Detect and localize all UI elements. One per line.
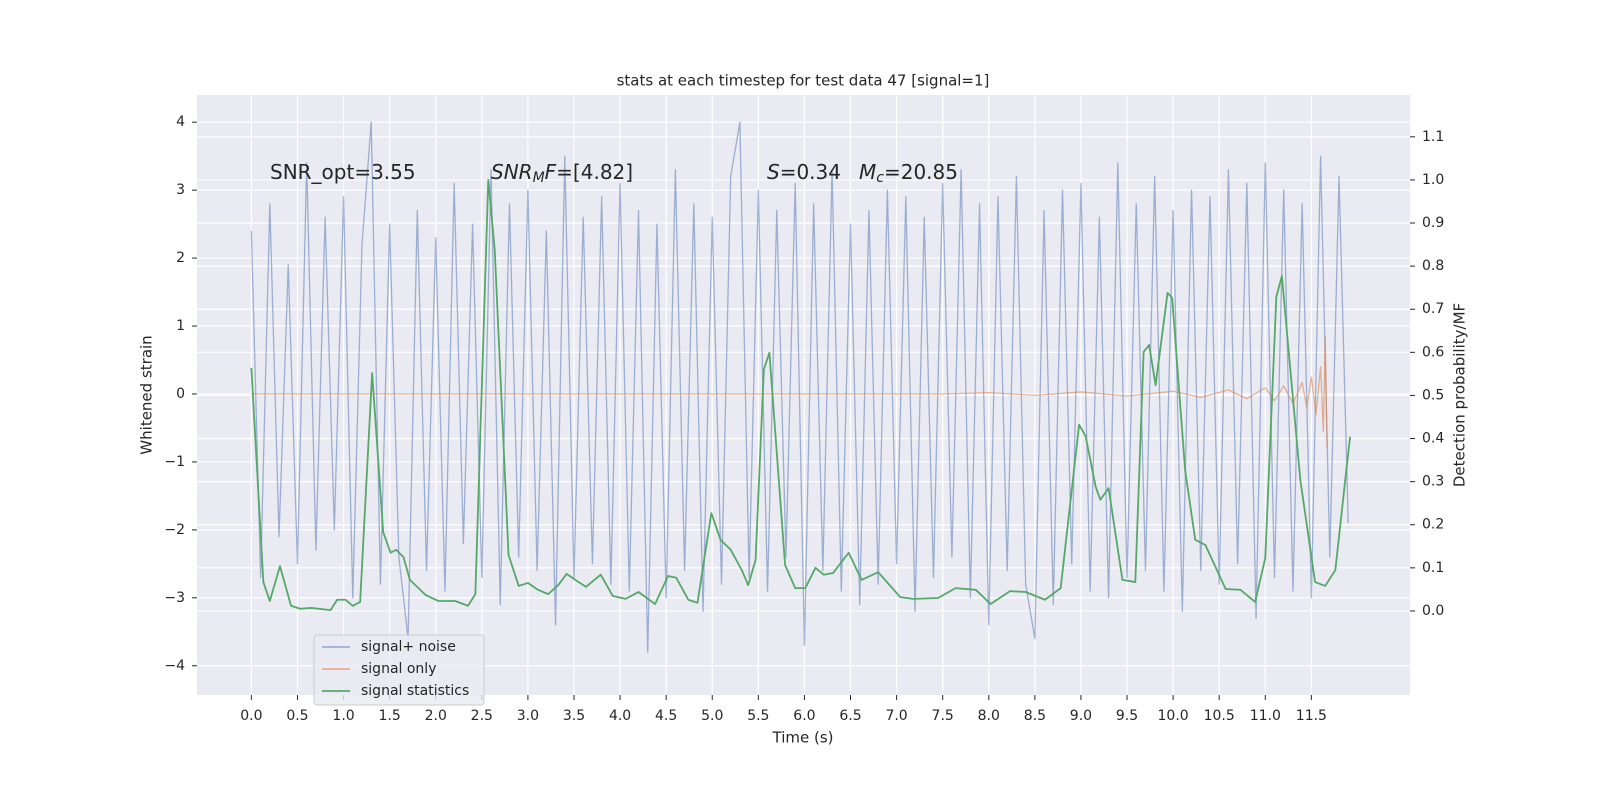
x-tick-label: 9.0 [1070,708,1092,724]
x-tick-label: 4.0 [609,708,631,724]
annotation-part: c [876,170,884,186]
y2-tick-label: 0.1 [1422,560,1444,576]
y2-tick-label: 0.4 [1422,431,1444,447]
y2-tick-label: 0.3 [1422,474,1444,490]
annotation: S=0.34 [767,160,841,184]
x-tick-label: 10.5 [1204,708,1235,724]
y2-tick-label: 0.9 [1422,215,1444,231]
y2-tick-label: 1.0 [1422,172,1444,188]
x-tick-label: 8.0 [978,708,1000,724]
legend-label: signal only [361,661,436,677]
y-tick-label: −1 [164,454,185,470]
y-tick-label: −3 [164,590,185,606]
y2-tick-label: 0.6 [1422,344,1444,360]
legend-label: signal+ noise [361,639,456,655]
x-tick-label: 0.0 [240,708,262,724]
x-tick-label: 7.0 [885,708,907,724]
annotation-part: F [545,160,557,184]
x-tick-label: 6.0 [793,708,815,724]
series-line [250,179,1351,611]
annotation-part: M [533,170,545,186]
y-tick-label: 1 [176,318,185,334]
x-tick-label: 11.0 [1250,708,1281,724]
x-tick-label: 5.0 [701,708,723,724]
x-tick-label: 2.0 [425,708,447,724]
x-tick-label: 3.5 [563,708,585,724]
x-tick-label: 11.5 [1296,708,1327,724]
chart-title: stats at each timestep for test data 47 … [617,72,990,90]
series-line [250,121,1349,653]
legend-label: signal statistics [361,683,469,699]
x-tick-label: 5.5 [747,708,769,724]
x-tick-label: 1.0 [332,708,354,724]
legend-box [313,634,485,706]
annotation-part: =20.85 [884,160,958,184]
x-tick-label: 1.5 [379,708,401,724]
annotation-part: S [767,160,780,184]
x-tick-label: 10.0 [1158,708,1189,724]
y-tick-label: −4 [164,658,185,674]
y-tick-label: 4 [176,114,185,130]
series-line [251,335,1328,449]
y2-tick-label: 0.8 [1422,258,1444,274]
y2-tick-label: 0.7 [1422,301,1444,317]
x-tick-label: 0.5 [286,708,308,724]
x-tick-label: 8.5 [1024,708,1046,724]
x-tick-label: 3.0 [517,708,539,724]
annotation-part: SNR [491,160,533,184]
y2-tick-label: 0.5 [1422,387,1444,403]
y-tick-label: 2 [176,250,185,266]
annotation-part: =0.34 [780,160,841,184]
x-tick-label: 4.5 [655,708,677,724]
x-axis-label: Time (s) [772,729,834,747]
x-tick-label: 2.5 [471,708,493,724]
annotation-part: SNR_opt=3.55 [270,160,416,184]
annotation-part: M [859,160,876,184]
y-tick-label: −2 [164,522,185,538]
legend: signal+ noise signal only signal statistic… [313,634,485,706]
x-tick-label: 9.5 [1116,708,1138,724]
y-tick-label: 0 [176,386,185,402]
x-tick-label: 6.5 [839,708,861,724]
annotation: Mc=20.85 [859,160,958,187]
annotation-part: =[4.82] [556,160,633,184]
y2-tick-label: 1.1 [1422,129,1444,145]
y-tick-label: 3 [176,182,185,198]
annotation: SNR_opt=3.55 [270,160,416,184]
y2-tick-label: 0.2 [1422,517,1444,533]
x-tick-label: 7.5 [932,708,954,724]
y2-tick-label: 0.0 [1422,603,1444,619]
annotation: SNRMF=[4.82] [491,160,633,187]
y-axis-label: Whitened strain [138,335,156,454]
y2-axis-label: Detection probability/MF [1451,303,1469,487]
